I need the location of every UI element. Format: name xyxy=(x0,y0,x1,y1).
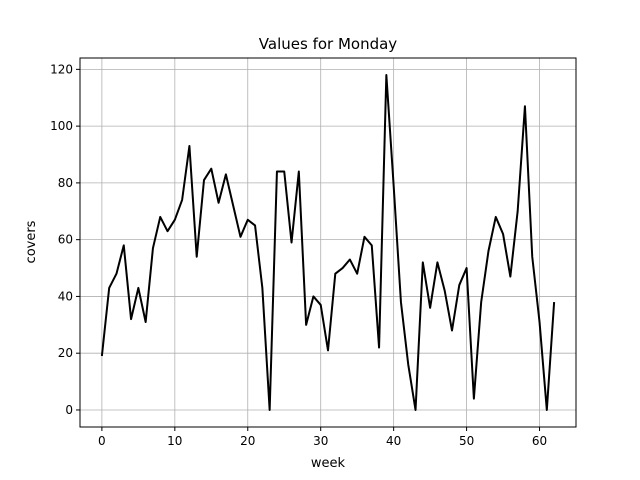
grid xyxy=(80,58,576,427)
y-tick-label: 100 xyxy=(50,119,73,133)
y-tick-label: 120 xyxy=(50,62,73,76)
y-axis-label: covers xyxy=(24,220,39,263)
plot-frame xyxy=(79,57,577,428)
y-tick-label: 40 xyxy=(58,289,73,303)
y-tick-label: 0 xyxy=(65,403,73,417)
y-axis: 0 20 40 60 80 100 120 xyxy=(50,62,80,417)
y-tick-label: 80 xyxy=(58,176,73,190)
x-tick-label: 40 xyxy=(386,434,401,448)
x-tick-label: 50 xyxy=(459,434,474,448)
x-axis-label: week xyxy=(311,456,346,471)
y-tick-label: 20 xyxy=(58,346,73,360)
x-tick-label: 30 xyxy=(313,434,328,448)
x-tick-label: 0 xyxy=(98,434,106,448)
series-line xyxy=(100,74,556,411)
chart-title: Values for Monday xyxy=(259,35,398,53)
x-tick-label: 20 xyxy=(240,434,255,448)
x-axis: 0 10 20 30 40 50 60 xyxy=(98,427,547,448)
x-tick-label: 60 xyxy=(532,434,547,448)
y-tick-label: 60 xyxy=(58,233,73,247)
x-tick-label: 10 xyxy=(167,434,182,448)
